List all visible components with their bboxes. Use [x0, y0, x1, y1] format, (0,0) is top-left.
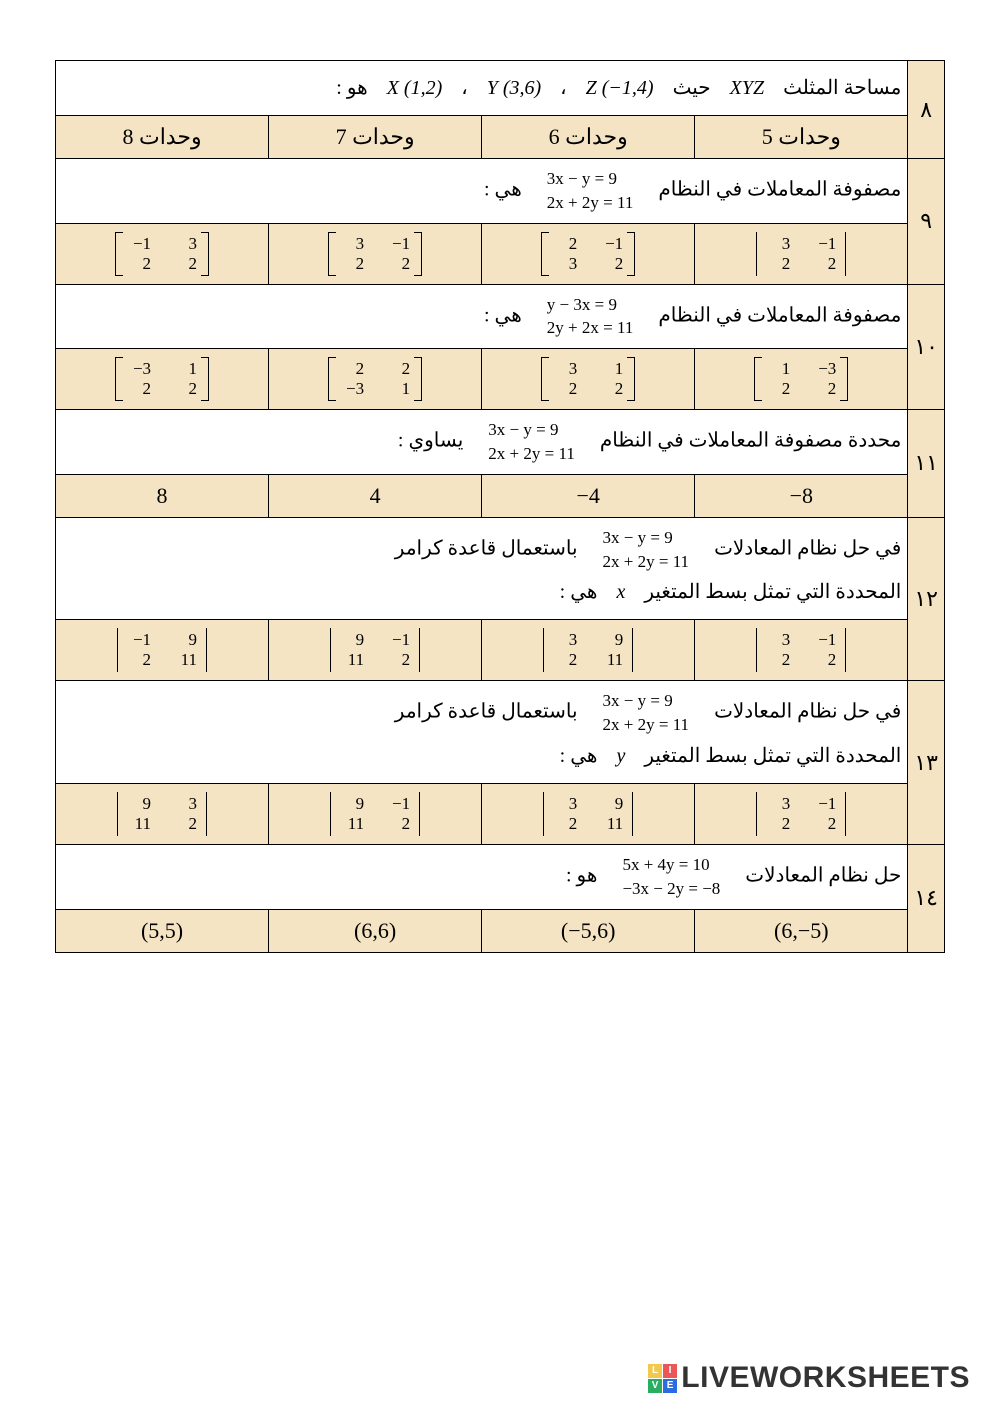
question-text: حل نظام المعادلات 5x + 4y = 10−3x − 2y =… [56, 844, 908, 909]
watermark: L I V E LIVEWORKSHEETS [648, 1361, 970, 1395]
answer-option[interactable]: −8 [695, 474, 908, 517]
answer-option[interactable]: 4 [269, 474, 482, 517]
question-text: مساحة المثلث XYZ حيث Z (−1,4) ، Y (3,6) … [56, 61, 908, 116]
answer-option[interactable]: 93112 [56, 783, 269, 844]
question-number: ١٤ [908, 844, 945, 952]
question-number: ٨ [908, 61, 945, 159]
answer-option[interactable]: 39211 [482, 783, 695, 844]
question-number: ١٠ [908, 284, 945, 410]
answer-option[interactable]: 3−122 [695, 620, 908, 681]
answer-option[interactable]: 39211 [482, 620, 695, 681]
answer-option[interactable]: 1−322 [695, 349, 908, 410]
badge-cell: L [648, 1364, 662, 1378]
worksheet-table: مساحة المثلث XYZ حيث Z (−1,4) ، Y (3,6) … [55, 60, 945, 953]
question-number: ١٢ [908, 517, 945, 681]
answer-option[interactable]: 3−122 [695, 223, 908, 284]
badge-cell: E [663, 1379, 677, 1393]
answer-option[interactable]: 8 وحدات [56, 116, 269, 159]
answer-option[interactable]: (6,6) [269, 909, 482, 952]
answer-option[interactable]: 5 وحدات [695, 116, 908, 159]
answer-option[interactable]: 2−132 [482, 223, 695, 284]
answer-option[interactable]: 8 [56, 474, 269, 517]
answer-option[interactable]: (5,5) [56, 909, 269, 952]
question-number: ٩ [908, 159, 945, 285]
answer-option[interactable]: (6,−5) [695, 909, 908, 952]
answer-option[interactable]: 3122 [482, 349, 695, 410]
question-number: ١٣ [908, 681, 945, 845]
answer-option[interactable]: −4 [482, 474, 695, 517]
watermark-badge: L I V E [648, 1364, 677, 1393]
question-text: في حل نظام المعادلات 3x − y = 92x + 2y =… [56, 681, 908, 784]
question-text: مصفوفة المعاملات في النظام y − 3x = 92y … [56, 284, 908, 349]
question-text: مصفوفة المعاملات في النظام 3x − y = 92x … [56, 159, 908, 224]
question-text: محددة مصفوفة المعاملات في النظام 3x − y … [56, 410, 908, 475]
answer-option[interactable]: −19211 [56, 620, 269, 681]
question-text: في حل نظام المعادلات 3x − y = 92x + 2y =… [56, 517, 908, 620]
answer-option[interactable]: 7 وحدات [269, 116, 482, 159]
answer-option[interactable]: −3122 [56, 349, 269, 410]
answer-option[interactable]: 3−122 [269, 223, 482, 284]
question-number: ١١ [908, 410, 945, 518]
answer-option[interactable]: 6 وحدات [482, 116, 695, 159]
answer-option[interactable]: 9−1112 [269, 620, 482, 681]
answer-option[interactable]: (−5,6) [482, 909, 695, 952]
badge-cell: I [663, 1364, 677, 1378]
answer-option[interactable]: 3−122 [695, 783, 908, 844]
badge-cell: V [648, 1379, 662, 1393]
answer-option[interactable]: 9−1112 [269, 783, 482, 844]
answer-option[interactable]: 22−31 [269, 349, 482, 410]
answer-option[interactable]: −1322 [56, 223, 269, 284]
watermark-text: LIVEWORKSHEETS [681, 1361, 970, 1395]
